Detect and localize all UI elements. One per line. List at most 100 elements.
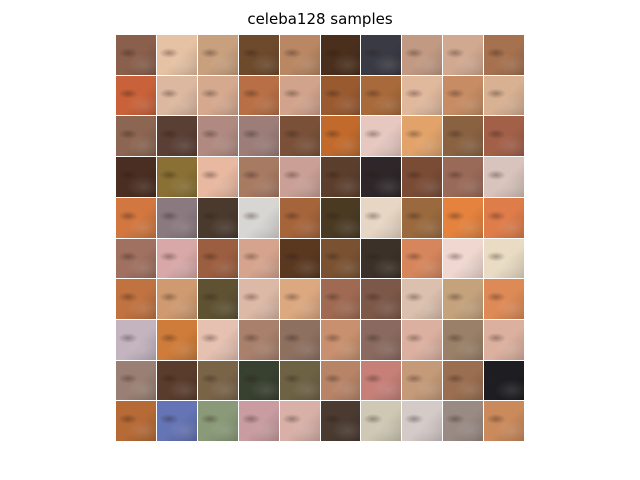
sample-image-tile <box>238 401 279 441</box>
sample-image-tile <box>402 116 443 157</box>
sample-image-tile <box>361 401 402 441</box>
sample-image-tile <box>238 75 279 116</box>
sample-image-tile <box>320 35 361 75</box>
sample-grid <box>116 35 524 441</box>
sample-image-tile <box>116 279 156 319</box>
sample-image-tile <box>156 116 197 157</box>
sample-image-tile <box>402 401 443 441</box>
sample-image-tile <box>238 116 279 157</box>
sample-image-tile <box>402 75 443 116</box>
sample-image-tile <box>361 319 402 360</box>
sample-image-tile <box>116 75 156 116</box>
sample-image-tile <box>484 360 524 401</box>
sample-image-tile <box>402 319 443 360</box>
sample-image-tile <box>279 279 320 319</box>
sample-image-tile <box>361 279 402 319</box>
sample-image-tile <box>279 75 320 116</box>
sample-image-tile <box>484 157 524 197</box>
sample-image-tile <box>238 360 279 401</box>
sample-image-tile <box>484 238 524 279</box>
sample-image-tile <box>484 279 524 319</box>
sample-image-tile <box>320 238 361 279</box>
sample-image-tile <box>279 360 320 401</box>
sample-image-tile <box>156 279 197 319</box>
sample-image-tile <box>443 116 484 157</box>
sample-image-tile <box>443 360 484 401</box>
sample-image-tile <box>443 35 484 75</box>
sample-image-tile <box>116 238 156 279</box>
sample-image-tile <box>484 401 524 441</box>
sample-image-tile <box>197 197 238 238</box>
sample-image-tile <box>402 35 443 75</box>
sample-image-tile <box>197 75 238 116</box>
sample-image-tile <box>402 279 443 319</box>
sample-image-tile <box>238 157 279 197</box>
sample-image-tile <box>402 360 443 401</box>
sample-image-tile <box>279 319 320 360</box>
sample-image-tile <box>116 401 156 441</box>
figure-title: celeba128 samples <box>247 10 393 28</box>
sample-image-tile <box>443 157 484 197</box>
sample-image-tile <box>484 116 524 157</box>
sample-image-tile <box>197 401 238 441</box>
sample-image-tile <box>320 319 361 360</box>
sample-image-tile <box>238 197 279 238</box>
sample-image-tile <box>197 157 238 197</box>
sample-image-tile <box>361 197 402 238</box>
sample-image-tile <box>156 157 197 197</box>
sample-image-tile <box>279 197 320 238</box>
sample-image-tile <box>116 197 156 238</box>
sample-image-tile <box>156 401 197 441</box>
sample-image-tile <box>116 360 156 401</box>
sample-image-tile <box>197 279 238 319</box>
sample-image-tile <box>361 116 402 157</box>
sample-image-tile <box>402 157 443 197</box>
sample-image-tile <box>279 157 320 197</box>
sample-image-tile <box>443 197 484 238</box>
sample-image-tile <box>484 75 524 116</box>
sample-image-tile <box>443 238 484 279</box>
sample-image-tile <box>361 35 402 75</box>
sample-image-tile <box>484 197 524 238</box>
sample-image-tile <box>402 238 443 279</box>
sample-image-tile <box>361 75 402 116</box>
sample-image-tile <box>156 35 197 75</box>
sample-image-tile <box>238 279 279 319</box>
sample-image-tile <box>320 75 361 116</box>
sample-image-tile <box>238 238 279 279</box>
sample-image-tile <box>279 35 320 75</box>
sample-image-tile <box>156 197 197 238</box>
sample-image-tile <box>443 319 484 360</box>
sample-image-tile <box>116 157 156 197</box>
sample-image-tile <box>156 319 197 360</box>
sample-image-tile <box>484 35 524 75</box>
sample-image-tile <box>402 197 443 238</box>
sample-image-tile <box>116 319 156 360</box>
sample-image-tile <box>197 360 238 401</box>
sample-image-tile <box>197 116 238 157</box>
sample-image-tile <box>197 319 238 360</box>
sample-image-tile <box>320 279 361 319</box>
sample-image-tile <box>361 157 402 197</box>
sample-image-tile <box>320 360 361 401</box>
sample-image-tile <box>320 116 361 157</box>
sample-image-tile <box>238 35 279 75</box>
sample-image-tile <box>320 157 361 197</box>
sample-image-tile <box>238 319 279 360</box>
sample-image-tile <box>443 279 484 319</box>
sample-image-tile <box>320 401 361 441</box>
sample-image-tile <box>197 35 238 75</box>
sample-image-tile <box>279 401 320 441</box>
sample-image-tile <box>279 116 320 157</box>
sample-image-tile <box>361 238 402 279</box>
sample-image-tile <box>361 360 402 401</box>
sample-image-tile <box>156 360 197 401</box>
sample-image-tile <box>320 197 361 238</box>
sample-image-tile <box>116 35 156 75</box>
sample-image-tile <box>484 319 524 360</box>
sample-image-tile <box>156 238 197 279</box>
sample-image-tile <box>443 401 484 441</box>
sample-image-tile <box>156 75 197 116</box>
sample-image-tile <box>116 116 156 157</box>
sample-image-tile <box>197 238 238 279</box>
